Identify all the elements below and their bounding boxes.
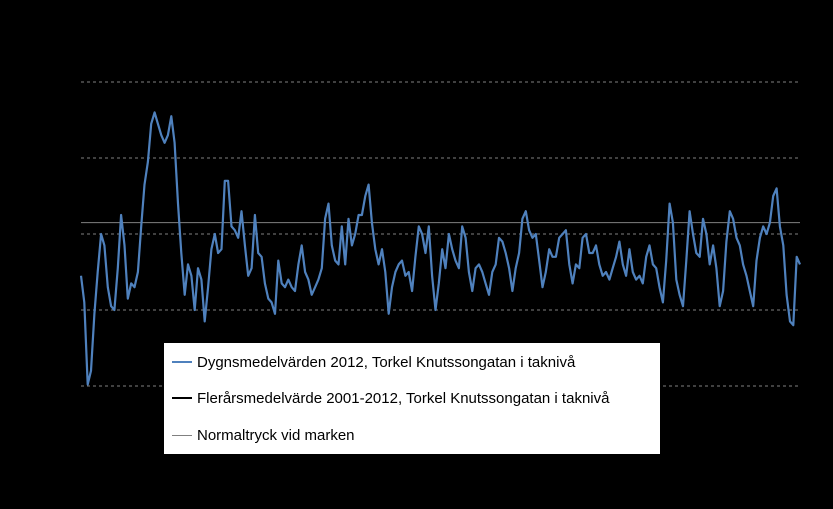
legend-swatch-dygnsmedel: [172, 361, 192, 363]
legend-item-flerarsmedel: Flerårsmedelvärde 2001-2012, Torkel Knut…: [172, 387, 609, 409]
legend-label-flerarsmedel: Flerårsmedelvärde 2001-2012, Torkel Knut…: [197, 389, 610, 407]
legend-swatch-normaltryck: [172, 434, 192, 436]
legend: Dygnsmedelvärden 2012, Torkel Knutssonga…: [164, 343, 660, 454]
legend-swatch-flerarsmedel: [172, 397, 192, 399]
legend-item-normaltryck: Normaltryck vid marken: [172, 424, 355, 446]
series-line-dygnsmedel: [79, 111, 802, 386]
series-layer: [79, 111, 802, 386]
legend-item-dygnsmedel: Dygnsmedelvärden 2012, Torkel Knutssonga…: [172, 351, 575, 373]
legend-label-normaltryck: Normaltryck vid marken: [197, 426, 355, 444]
legend-label-dygnsmedel: Dygnsmedelvärden 2012, Torkel Knutssonga…: [197, 353, 576, 371]
